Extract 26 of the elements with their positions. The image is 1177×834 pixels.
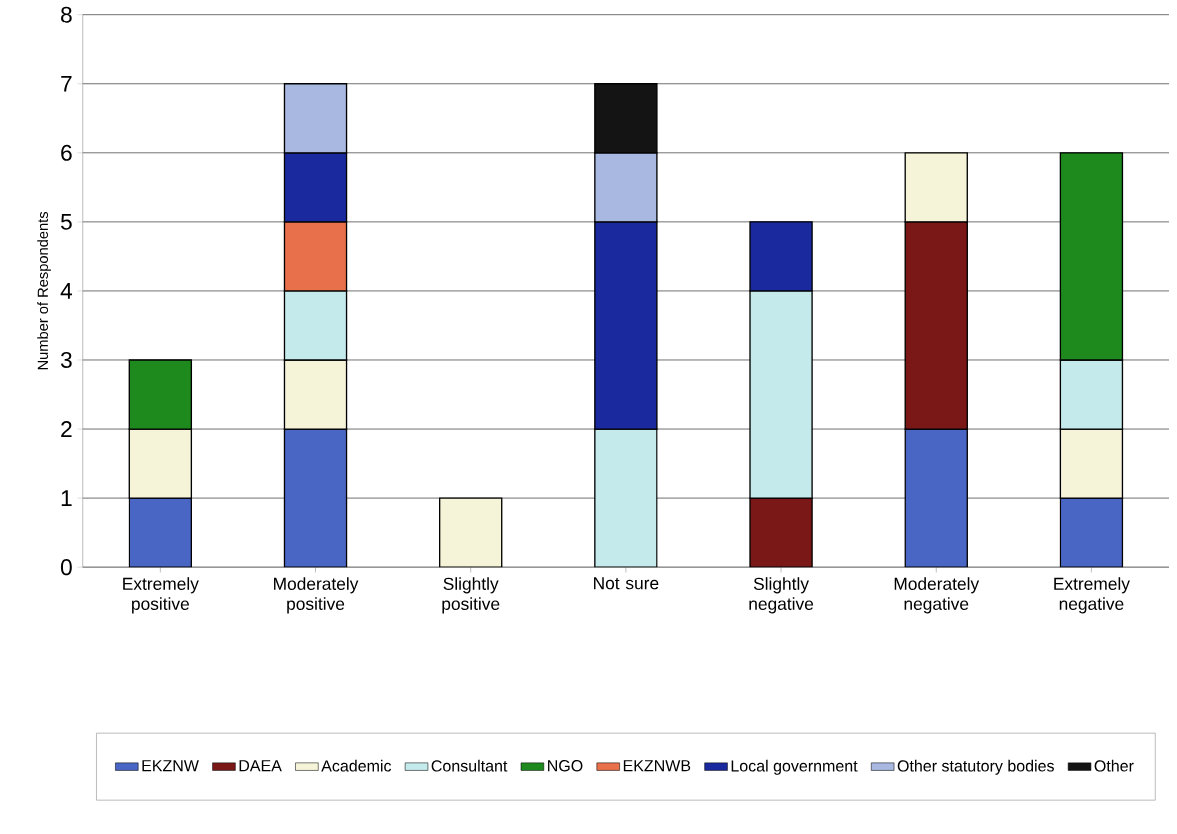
x-tick-label: Moderately negative [894,577,980,614]
y-tick-label: 7 [61,75,72,92]
y-tick-label: 2 [61,421,72,437]
y-tick-label: 3 [60,351,72,369]
legend-label: NGO [548,760,583,772]
y-tick-label: 1 [61,490,72,506]
legend-label: EKZNW [142,760,199,772]
y-tick-label: 4 [60,283,73,299]
x-tick-label: Moderately positive [274,577,359,614]
y-tick-label: 8 [61,6,72,23]
y-tick-label: 5 [60,213,72,230]
y-tick-label: 6 [61,144,72,161]
y-tick-label: 0 [60,559,72,576]
legend-label: Other [1094,759,1134,772]
legend-label: EKZNWB [623,760,691,772]
legend-label: Academic [321,759,392,772]
x-tick-label: Not sure [594,577,659,590]
y-axis-title: Number of Respondents [37,211,51,370]
x-tick-label: Slightly negative [749,577,814,614]
x-tick-label: Slightly positive [442,577,500,614]
legend-label: DAEA [239,760,282,772]
legend-label: Local government [731,759,858,775]
x-tick-label: Extremely negative [1054,577,1130,614]
legend-label: Other statutory bodies [897,759,1054,775]
x-tick-label: Extremely positive [123,577,199,614]
legend-label: Consultant [431,759,508,772]
